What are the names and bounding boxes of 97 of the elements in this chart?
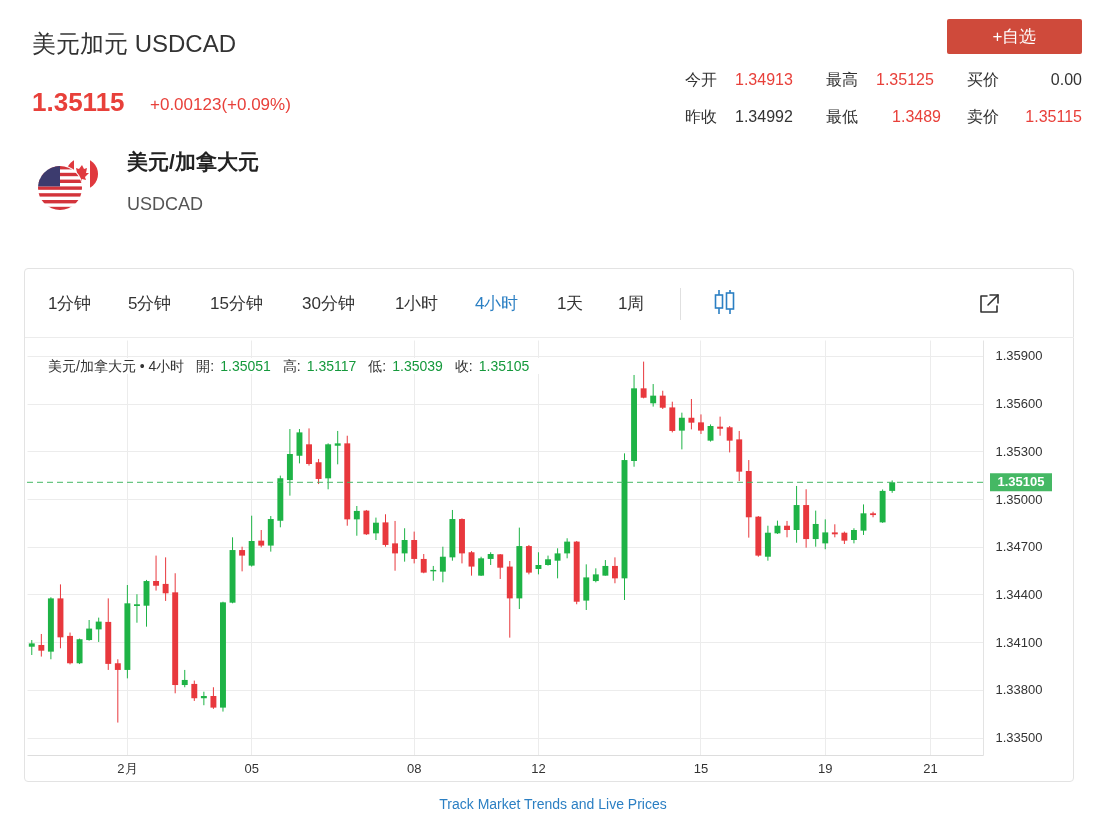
candlestick <box>296 428 303 464</box>
candlestick <box>190 680 197 702</box>
candlestick <box>477 556 484 577</box>
text: 最低 <box>826 107 858 127</box>
text: 5分钟 <box>128 294 172 314</box>
candlestick <box>315 458 322 485</box>
candlestick <box>640 361 647 399</box>
candlestick <box>200 691 207 706</box>
candlestick <box>649 383 656 408</box>
text: 4小时 <box>475 294 519 314</box>
text: USDCAD <box>127 193 204 215</box>
ref-line-label: 1.35105 <box>997 474 1045 490</box>
candlestick <box>496 553 503 580</box>
text: +自选 <box>947 19 1082 54</box>
annotation: 1.35039 <box>392 357 443 375</box>
candlestick <box>582 563 589 611</box>
annotation: 1.35117 <box>306 357 357 375</box>
y-tick-label: 1.35000 <box>995 491 1043 507</box>
y-tick-label: 1.34700 <box>995 539 1043 555</box>
candlestick <box>716 416 723 437</box>
candlestick <box>726 425 733 453</box>
text: 美元/加拿大元 <box>127 149 259 175</box>
candlestick <box>372 517 379 541</box>
candlestick <box>697 413 704 435</box>
text: 1天 <box>557 294 584 314</box>
text: 最高 <box>826 70 858 90</box>
candlestick <box>468 550 475 577</box>
text: 0.00 <box>1050 70 1082 90</box>
y-tick-label: 1.34100 <box>995 634 1043 650</box>
text: 1.3489 <box>892 107 941 127</box>
text: 1分钟 <box>48 294 92 314</box>
text: 1.34913 <box>735 70 793 90</box>
candlestick <box>391 520 398 572</box>
x-tick-label: 21 <box>922 760 938 776</box>
x-tick-label: 12 <box>530 760 546 776</box>
y-tick-label: 1.35300 <box>995 443 1043 459</box>
candlestick <box>783 520 790 538</box>
text: 1.35115 <box>32 87 125 118</box>
candlestick <box>363 509 369 536</box>
candlestick <box>334 430 341 465</box>
annotation: 低: <box>368 357 387 375</box>
annotation: 美元/加拿大元 • 4小时 <box>48 357 185 375</box>
candlestick <box>554 547 561 579</box>
candlestick <box>439 546 446 583</box>
text: 1.35125 <box>876 70 934 90</box>
chart-title: 美元加元 USDCAD <box>32 30 237 58</box>
candlestick <box>688 398 694 430</box>
annotation: 收: <box>454 357 473 375</box>
candlestick <box>305 427 312 467</box>
candlestick <box>114 658 121 724</box>
y-tick-label: 1.33500 <box>995 730 1043 746</box>
annotation: 開: <box>196 357 215 375</box>
x-tick-label: 15 <box>693 760 708 776</box>
text: 1小时 <box>395 294 439 314</box>
candlestick <box>353 505 360 537</box>
candlestick <box>410 531 417 564</box>
candlestick <box>535 551 542 575</box>
x-tick-label: 2月 <box>116 760 138 776</box>
candlestick <box>133 593 140 624</box>
text: +0.00123(+0.09%) <box>150 95 291 115</box>
text: 15分钟 <box>210 294 263 314</box>
text: 今开 <box>685 70 717 90</box>
candlestick <box>210 686 216 710</box>
candlestick <box>659 390 666 410</box>
candlestick <box>85 619 92 642</box>
candlestick <box>869 511 876 518</box>
annotation: 高: <box>282 357 301 375</box>
text: 买价 <box>967 70 999 90</box>
candlestick <box>821 518 828 550</box>
candlestick <box>401 527 408 563</box>
candlestick <box>668 401 675 433</box>
text: 1周 <box>618 294 645 314</box>
candlestick <box>162 556 169 602</box>
text: 卖价 <box>967 107 999 127</box>
x-tick-label: 08 <box>406 760 422 776</box>
x-tick-label: 05 <box>244 760 259 776</box>
annotation: 1.35105 <box>478 357 530 375</box>
candlestick <box>95 617 102 643</box>
annotation: 1.35051 <box>220 357 271 375</box>
text: Track Market Trends and Live Prices <box>439 795 667 813</box>
candlestick <box>238 546 245 572</box>
y-tick-label: 1.33800 <box>995 682 1043 698</box>
text: 1.35115 <box>1025 107 1082 127</box>
candlestick <box>678 412 685 450</box>
candlestick <box>152 555 159 592</box>
y-tick-label: 1.35600 <box>995 396 1043 412</box>
candlestick <box>563 537 570 559</box>
text: 1.34992 <box>735 107 793 127</box>
candlestick <box>37 633 44 658</box>
candlestick <box>611 556 618 584</box>
y-tick-label: 1.35900 <box>995 348 1043 364</box>
text: 30分钟 <box>302 294 355 314</box>
text: 昨收 <box>685 107 717 127</box>
candlestick <box>76 638 83 665</box>
candlestick <box>812 510 819 548</box>
y-tick-label: 1.34400 <box>995 586 1043 602</box>
x-tick-label: 19 <box>817 760 833 776</box>
